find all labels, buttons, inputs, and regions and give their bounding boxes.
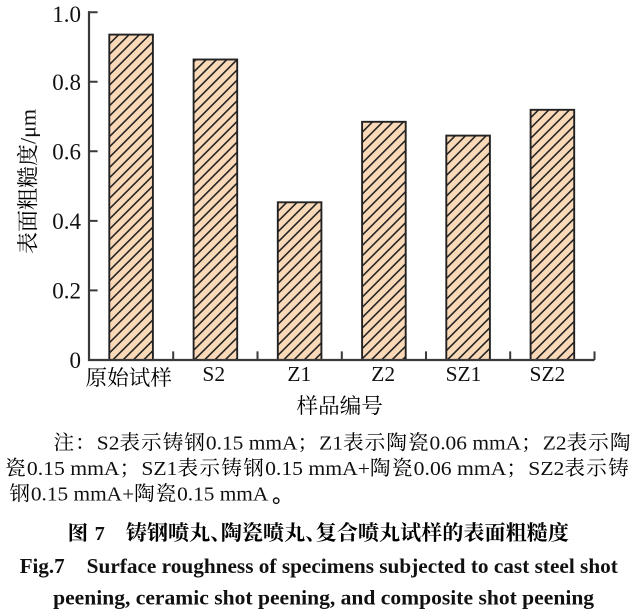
svg-text:0.2: 0.2	[52, 278, 81, 303]
svg-text:Z2: Z2	[371, 362, 395, 386]
svg-text:Surface roughness of specimens: Surface roughness of specimens subjected…	[87, 554, 618, 578]
svg-text:0.4: 0.4	[52, 209, 81, 234]
svg-text:Z2: Z2	[543, 433, 567, 455]
svg-text:0.06 mmA: 0.06 mmA	[414, 458, 507, 480]
svg-text:0.15 mmA: 0.15 mmA	[206, 433, 298, 455]
svg-text:0.06 mmA: 0.06 mmA	[430, 433, 522, 455]
svg-text:SZ1: SZ1	[141, 458, 177, 480]
svg-text:peening, ceramic shot peening,: peening, ceramic shot peening, and compo…	[53, 585, 595, 609]
svg-text:SZ2: SZ2	[528, 458, 564, 480]
svg-text:SZ1: SZ1	[446, 362, 482, 386]
svg-text:0.8: 0.8	[52, 70, 81, 95]
svg-text:Z1: Z1	[319, 433, 343, 455]
svg-text:S2: S2	[97, 433, 120, 455]
svg-text:0.6: 0.6	[52, 139, 81, 164]
svg-text:0.15 mmA+: 0.15 mmA+	[265, 458, 370, 480]
svg-text:SZ2: SZ2	[530, 362, 566, 386]
svg-text:7: 7	[95, 523, 105, 545]
svg-text:Fig.7: Fig.7	[20, 554, 65, 578]
svg-text:0: 0	[70, 348, 82, 373]
svg-text:0.15 mmA+: 0.15 mmA+	[31, 484, 134, 506]
svg-text:Z1: Z1	[287, 362, 311, 386]
svg-text:0.15 mmA: 0.15 mmA	[177, 484, 268, 506]
svg-text:0.15 mmA: 0.15 mmA	[27, 458, 120, 480]
svg-text:/μm: /μm	[16, 109, 41, 144]
svg-text:S2: S2	[202, 362, 225, 386]
svg-text:1.0: 1.0	[52, 2, 81, 27]
